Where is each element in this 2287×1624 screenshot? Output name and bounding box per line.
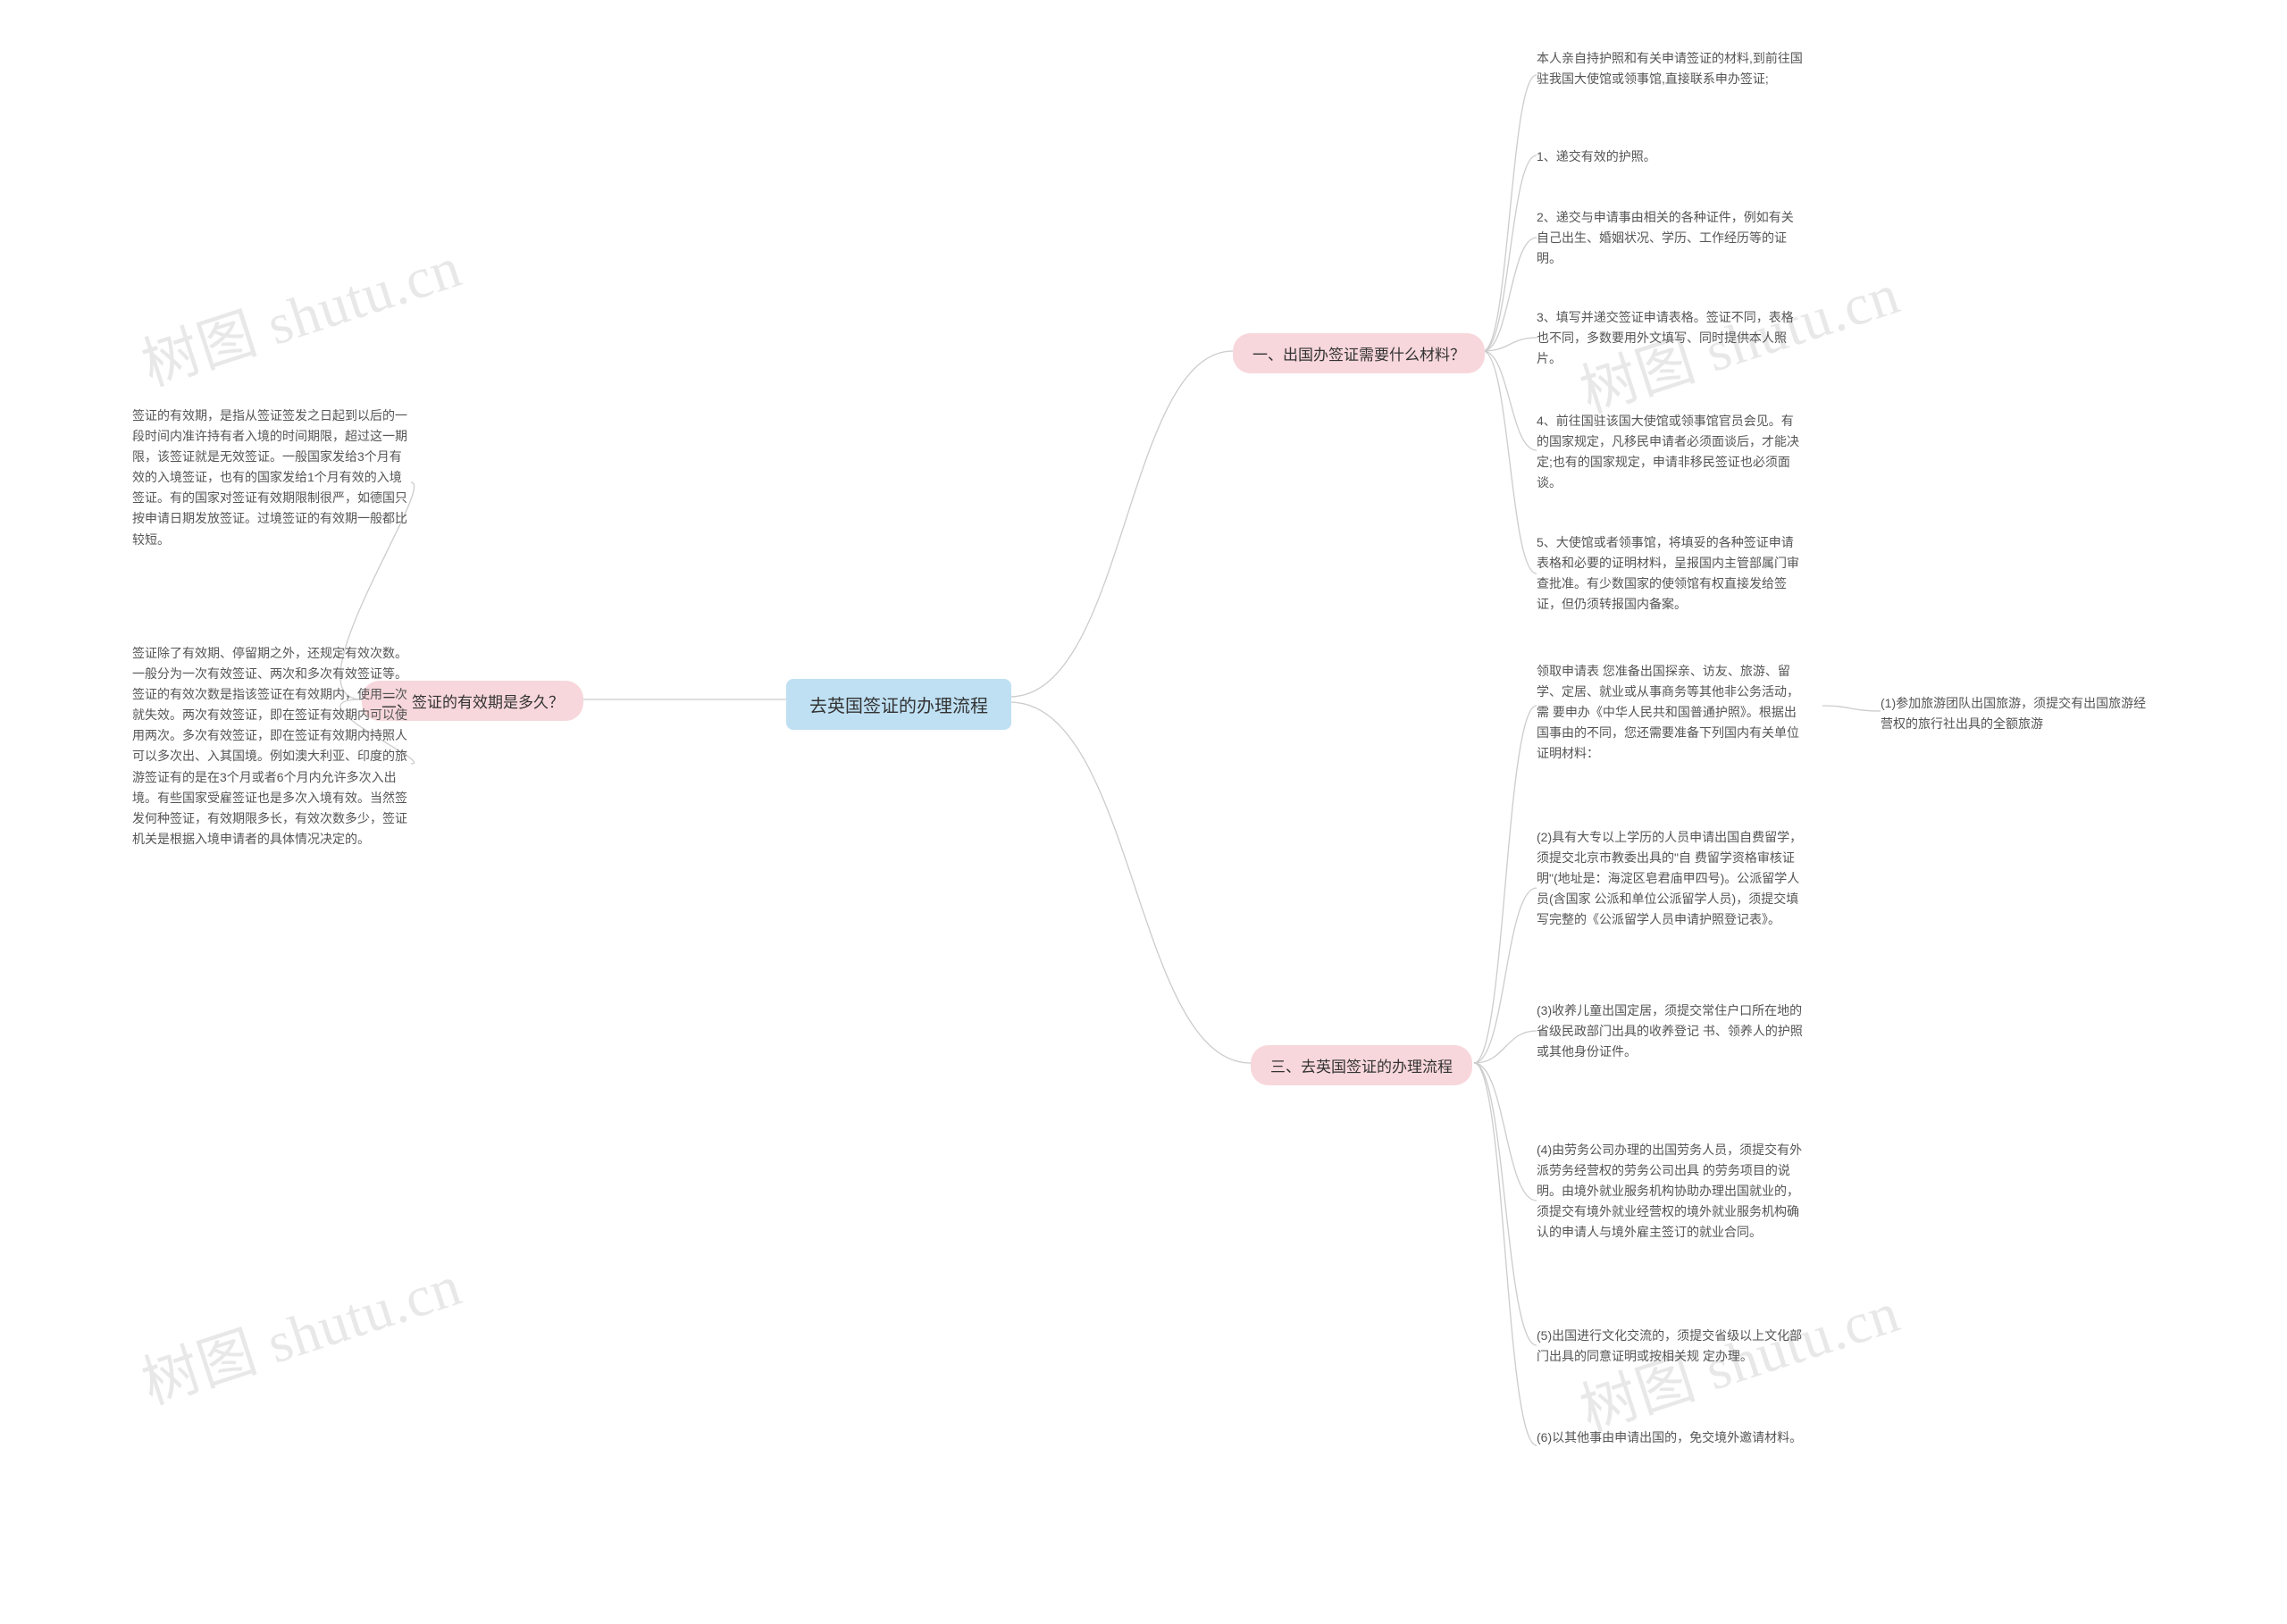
leaf-b1-interview: 4、前往国驻该国大使馆或领事馆官员会见。有的国家规定，凡移民申请者必须面谈后，才… <box>1537 411 1805 493</box>
leaf-b3-application: 领取申请表 您准备出国探亲、访友、旅游、留学、定居、就业或从事商务等其他非公务活… <box>1537 661 1805 764</box>
leaf-b1-documents: 2、递交与申请事由相关的各种证件，例如有关自己出生、婚姻状况、学历、工作经历等的… <box>1537 207 1805 269</box>
leaf-b1-intro: 本人亲自持护照和有关申请签证的材料,到前往国驻我国大使馆或领事馆,直接联系申办签… <box>1537 48 1805 89</box>
leaf-b3-labor: (4)由劳务公司办理的出国劳务人员，须提交有外派劳务经营权的劳务公司出具 的劳务… <box>1537 1140 1805 1243</box>
branch-process: 三、去英国签证的办理流程 <box>1251 1045 1472 1085</box>
watermark: 树图 shutu.cn <box>130 1240 470 1420</box>
leaf-b1-form: 3、填写并递交签证申请表格。签证不同，表格也不同，多数要用外文填写、同时提供本人… <box>1537 307 1805 369</box>
leaf-b3-tourism: (1)参加旅游团队出国旅游，须提交有出国旅游经营权的旅行社出具的全额旅游 <box>1881 693 2157 734</box>
leaf-b1-approval: 5、大使馆或者领事馆，将填妥的各种签证申请表格和必要的证明材料，呈报国内主管部属… <box>1537 532 1805 615</box>
leaf-b3-adoption: (3)收养儿童出国定居，须提交常住户口所在地的省级民政部门出具的收养登记 书、领… <box>1537 1000 1805 1062</box>
leaf-b3-other: (6)以其他事由申请出国的，免交境外邀请材料。 <box>1537 1427 1802 1448</box>
watermark: 树图 shutu.cn <box>130 222 470 402</box>
leaf-b1-passport: 1、递交有效的护照。 <box>1537 146 1656 167</box>
leaf-b2-validity-count: 签证除了有效期、停留期之外，还规定有效次数。一般分为一次有效签证、两次和多次有效… <box>132 643 411 850</box>
leaf-b2-validity-period: 签证的有效期，是指从签证签发之日起到以后的一段时间内准许持有者入境的时间期限，超… <box>132 406 411 550</box>
leaf-b3-study: (2)具有大专以上学历的人员申请出国自费留学，须提交北京市教委出具的"自 费留学… <box>1537 827 1805 930</box>
leaf-b3-culture: (5)出国进行文化交流的，须提交省级以上文化部门出具的同意证明或按相关规 定办理… <box>1537 1326 1805 1367</box>
branch-materials: 一、出国办签证需要什么材料？ <box>1233 333 1485 373</box>
root-node: 去英国签证的办理流程 <box>786 679 1011 730</box>
